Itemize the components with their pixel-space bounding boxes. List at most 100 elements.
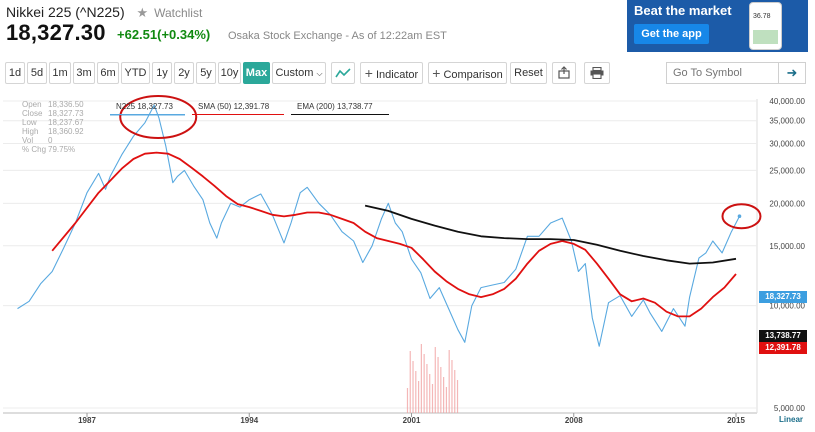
x-tick-label: 1994 <box>240 416 258 425</box>
n225-last-value-label: 18,327.73 <box>759 291 807 303</box>
ohlc-value: 79.75% <box>48 145 76 154</box>
range-1m[interactable]: 1m <box>49 62 71 84</box>
legend-n225: N225 18,327.73 <box>110 101 185 115</box>
ad-title: Beat the market <box>634 3 732 18</box>
ohlc-key: Vol <box>22 136 34 145</box>
plus-icon: + <box>364 65 373 81</box>
legend-ema-swatch <box>291 114 389 115</box>
legend-sma-label: SMA (50) 12,391.78 <box>198 102 270 111</box>
comparison-label: Comparison <box>443 69 503 81</box>
range-1d[interactable]: 1d <box>5 62 25 84</box>
volume-bar <box>409 351 411 413</box>
range-2y[interactable]: 2y <box>174 62 194 84</box>
custom-range-dropdown[interactable]: Custom ⌵ <box>272 62 326 84</box>
sma-last-value-label: 12,391.78 <box>759 342 807 354</box>
ohlc-key: Close <box>22 109 43 118</box>
ema-line <box>364 204 737 265</box>
range-ytd[interactable]: YTD <box>121 62 150 84</box>
range-5d[interactable]: 5d <box>27 62 47 84</box>
x-tick-label: 2015 <box>727 416 745 425</box>
comparison-button[interactable]: + Comparison <box>428 62 507 84</box>
y-tick-label: 10,000.00 <box>769 302 805 311</box>
last-value-annotation-circle <box>721 203 762 230</box>
ohlc-value: 18,327.73 <box>48 109 84 118</box>
y-tick-label: 15,000.00 <box>769 242 805 251</box>
get-app-button[interactable]: Get the app <box>634 24 709 44</box>
sma-line <box>51 151 737 318</box>
ohlc-key: High <box>22 127 39 136</box>
legend-sma: SMA (50) 12,391.78 <box>192 101 284 115</box>
ohlc-key: Open <box>22 100 42 109</box>
chart-toolbar: 1d 5d 1m 3m 6m YTD 1y 2y 5y 10y Max Cust… <box>0 62 815 86</box>
print-button[interactable] <box>584 62 610 84</box>
range-3m[interactable]: 3m <box>73 62 95 84</box>
volume-bar <box>426 364 428 413</box>
legend-ema-label: EMA (200) 13,738.77 <box>297 102 373 111</box>
y-tick-label: 5,000.00 <box>774 404 806 413</box>
ohlc-row: % Chg 79.75% <box>22 145 84 154</box>
ohlc-key: Low <box>22 118 37 127</box>
volume-bar <box>440 367 442 413</box>
y-tick-label: 35,000.00 <box>769 117 805 126</box>
x-tick-label: 2001 <box>403 416 421 425</box>
ohlc-panel: Open 18,336.50 Close 18,327.73 Low 18,237.6… <box>22 100 84 154</box>
ohlc-row: Vol 0 <box>22 136 84 145</box>
ohlc-row: Low 18,237.67 <box>22 118 84 127</box>
star-icon[interactable]: ★ <box>136 5 149 20</box>
legend-ema: EMA (200) 13,738.77 <box>291 101 389 115</box>
price-change: +62.51(+0.34%) <box>117 27 211 42</box>
symbol-search-input[interactable] <box>666 62 779 84</box>
range-6m[interactable]: 6m <box>97 62 119 84</box>
n225-last-point <box>737 214 742 219</box>
chevron-down-icon: ⌵ <box>316 69 323 78</box>
y-tick-label: 30,000.00 <box>769 139 805 148</box>
range-10y[interactable]: 10y <box>218 62 241 84</box>
ohlc-value: 18,360.92 <box>48 127 84 136</box>
volume-bar <box>456 380 459 413</box>
y-tick-label: 20,000.00 <box>769 199 805 208</box>
app-ad-banner[interactable]: Beat the market Get the app 36.78 <box>627 0 808 52</box>
indicator-button[interactable]: + Indicator <box>360 62 423 84</box>
go-arrow-button[interactable]: ➜ <box>779 62 806 84</box>
peak-annotation-circle <box>119 95 198 139</box>
exchange-info: Osaka Stock Exchange - As of 12:22am EST <box>228 30 447 42</box>
phone-image: 36.78 <box>749 2 782 50</box>
volume-bar <box>420 344 422 413</box>
ohlc-value: 18,336.50 <box>48 100 84 109</box>
reset-button[interactable]: Reset <box>510 62 547 84</box>
volume-bar <box>412 361 414 413</box>
watchlist-link[interactable]: Watchlist <box>154 6 203 20</box>
n225-line <box>17 104 740 347</box>
volume-bar <box>445 387 448 413</box>
volume-bar <box>451 360 453 413</box>
ohlc-value: 0 <box>48 136 53 145</box>
ohlc-row: Open 18,336.50 <box>22 100 84 109</box>
plus-icon: + <box>432 65 441 81</box>
volume-bar <box>437 357 439 413</box>
quote-name: Nikkei 225 (^N225) <box>6 4 125 20</box>
print-icon <box>590 66 604 80</box>
share-button[interactable] <box>552 62 576 84</box>
range-5y[interactable]: 5y <box>196 62 216 84</box>
range-max[interactable]: Max <box>243 62 270 84</box>
arrow-right-icon: ➜ <box>786 65 798 80</box>
volume-bar <box>431 384 434 413</box>
price-chart[interactable]: 5,000.00 10,000.00 15,000.00 20,000.00 25,00… <box>0 95 815 432</box>
volume-bar <box>415 371 417 413</box>
line-chart-icon <box>335 68 351 78</box>
range-1y[interactable]: 1y <box>152 62 172 84</box>
volume-bar <box>448 350 450 413</box>
ohlc-row: Close 18,327.73 <box>22 109 84 118</box>
phone-chart-graphic <box>753 30 778 44</box>
x-tick-label: 1987 <box>78 416 96 425</box>
ohlc-key: % Chg <box>22 145 47 154</box>
volume-bar <box>406 388 409 413</box>
chart-svg[interactable]: 5,000.00 10,000.00 15,000.00 20,000.00 25,00… <box>0 95 815 432</box>
volume-bar <box>454 370 456 413</box>
volume-bar <box>423 354 425 413</box>
custom-label: Custom <box>275 67 314 79</box>
chart-type-button[interactable] <box>331 62 355 84</box>
scale-toggle[interactable]: Linear <box>779 415 804 424</box>
volume-bar <box>417 381 420 413</box>
ema-last-value-label: 13,738.77 <box>759 330 807 342</box>
